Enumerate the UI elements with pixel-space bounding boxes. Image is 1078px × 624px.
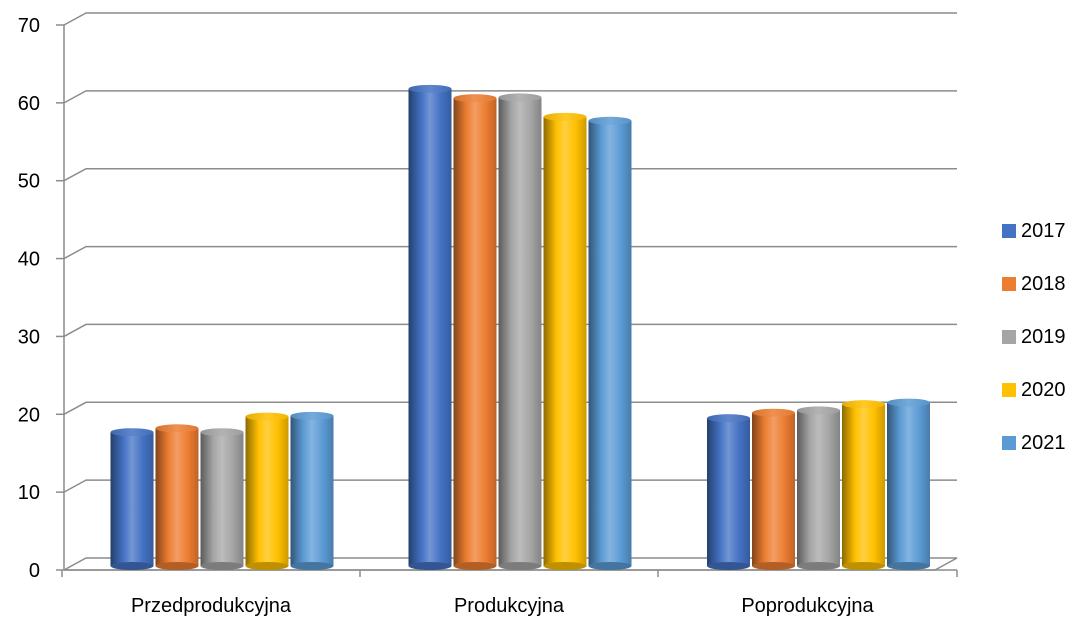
bar-2018-produkcyjna[interactable] xyxy=(453,98,497,566)
bar-cap xyxy=(842,400,885,409)
bar-base xyxy=(842,562,885,570)
bar-2021-poprodukcyjna[interactable] xyxy=(887,402,930,566)
y-tick-label: 50 xyxy=(18,171,40,193)
bar-cap xyxy=(155,424,199,433)
bar-base xyxy=(752,562,795,570)
bar-2017-poprodukcyjna[interactable] xyxy=(707,418,750,566)
bar-cap xyxy=(408,84,452,93)
bar-cap xyxy=(752,408,795,417)
gridline xyxy=(63,245,957,260)
y-tick-label: 0 xyxy=(29,560,40,582)
legend: 2017 2018 2019 2020 2021 xyxy=(1002,212,1078,477)
legend-label: 2019 xyxy=(1021,326,1066,348)
x-category-label: Produkcyjna xyxy=(454,595,565,617)
x-category-label: Przedprodukcyjna xyxy=(131,595,292,617)
bar-base xyxy=(797,562,840,570)
bar-2020-poprodukcyjna[interactable] xyxy=(842,404,885,566)
y-tick-label: 30 xyxy=(18,326,40,348)
legend-label: 2020 xyxy=(1021,379,1066,401)
bar-2018-poprodukcyjna[interactable] xyxy=(752,412,795,566)
legend-item-2017[interactable]: 2017 xyxy=(1002,212,1078,250)
bar-2019-poprodukcyjna[interactable] xyxy=(797,410,840,566)
bar-cap xyxy=(498,93,542,102)
bar-cap xyxy=(707,414,750,423)
gridline xyxy=(63,323,957,338)
bar-base xyxy=(588,562,632,570)
gridline xyxy=(63,479,957,493)
bar-base xyxy=(110,562,154,570)
gridline xyxy=(63,167,957,182)
bar-2020-przedprodukcyjna[interactable] xyxy=(245,416,289,566)
bar-base xyxy=(408,562,452,570)
bar-base xyxy=(290,562,334,570)
bar-base xyxy=(453,562,497,570)
x-category-label: Poprodukcyjna xyxy=(741,595,874,617)
legend-label: 2021 xyxy=(1021,432,1066,454)
bar-2020-produkcyjna[interactable] xyxy=(543,116,587,566)
bar-base xyxy=(155,562,199,570)
bar-2019-produkcyjna[interactable] xyxy=(498,97,542,567)
bar-cap xyxy=(543,112,587,121)
bar-2017-produkcyjna[interactable] xyxy=(408,88,452,566)
bar-2019-przedprodukcyjna[interactable] xyxy=(200,432,244,566)
bar-cap xyxy=(110,428,154,437)
legend-swatch xyxy=(1002,224,1016,238)
bar-base xyxy=(245,562,289,570)
bar-base xyxy=(543,562,587,570)
bar-base xyxy=(707,562,750,570)
bar-2017-przedprodukcyjna[interactable] xyxy=(110,432,154,566)
bar-cap xyxy=(797,406,840,415)
gridline xyxy=(63,90,957,104)
bar-2021-produkcyjna[interactable] xyxy=(588,120,632,566)
legend-item-2018[interactable]: 2018 xyxy=(1002,265,1078,303)
legend-swatch xyxy=(1002,330,1016,344)
bar-cap xyxy=(588,116,632,125)
legend-item-2020[interactable]: 2020 xyxy=(1002,371,1078,409)
bar-cap xyxy=(887,398,930,407)
bar-cap xyxy=(245,412,289,421)
y-tick-label: 20 xyxy=(18,404,40,426)
legend-label: 2017 xyxy=(1021,220,1066,242)
bar-base xyxy=(200,562,244,570)
bar-base xyxy=(498,562,542,570)
legend-swatch xyxy=(1002,277,1016,291)
gridline xyxy=(63,12,957,26)
bar-base xyxy=(887,562,930,570)
legend-item-2021[interactable]: 2021 xyxy=(1002,424,1078,462)
legend-item-2019[interactable]: 2019 xyxy=(1002,318,1078,356)
gridline xyxy=(63,401,957,415)
y-tick-label: 70 xyxy=(18,15,40,37)
legend-swatch xyxy=(1002,436,1016,450)
y-tick-label: 60 xyxy=(18,93,40,115)
legend-label: 2018 xyxy=(1021,273,1066,295)
bar-cap xyxy=(453,94,497,103)
bar-2021-przedprodukcyjna[interactable] xyxy=(290,415,334,566)
bar-2018-przedprodukcyjna[interactable] xyxy=(155,428,199,566)
y-tick-label: 10 xyxy=(18,482,40,504)
y-tick-label: 40 xyxy=(18,249,40,271)
bar-cap xyxy=(290,411,334,420)
legend-swatch xyxy=(1002,383,1016,397)
bar-cap xyxy=(200,428,244,437)
